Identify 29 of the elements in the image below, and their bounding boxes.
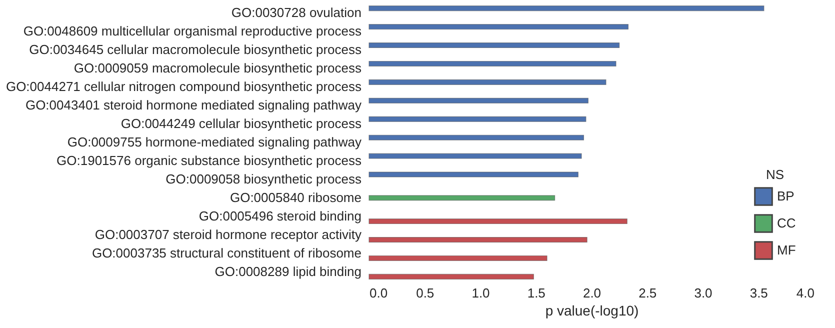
y-tick-label: GO:0030728 ovulation xyxy=(231,5,362,20)
legend-title: NS xyxy=(766,167,784,182)
y-tick-label: GO:0044271 cellular nitrogen compound biosynthetic process xyxy=(6,79,362,94)
y-tick-label: GO:0009059 macromolecule biosynthetic process xyxy=(74,60,362,76)
y-tick-label: GO:0044249 cellular biosynthetic process xyxy=(120,116,362,132)
legend-label: CC xyxy=(777,216,796,230)
x-tick-label: 3.0 xyxy=(694,286,712,300)
legend-label: MF xyxy=(777,242,796,258)
x-tick-label: 1.0 xyxy=(472,286,490,300)
x-tick-label: 1.5 xyxy=(527,286,546,300)
legend-label: BP xyxy=(777,188,794,204)
y-tick-label: GO:0005840 ribosome xyxy=(230,190,362,205)
y-tick-label: GO:0009058 biosynthetic process xyxy=(166,171,362,186)
x-tick-label: 2.5 xyxy=(638,286,657,300)
x-tick-label: 0.0 xyxy=(370,286,388,300)
y-tick-label: GO:0034645 cellular macromolecule biosynthetic process xyxy=(29,42,362,58)
y-tick-label: GO:0048609 multicellular organismal reproductive process xyxy=(23,24,362,39)
y-tick-label: GO:0005496 steroid binding xyxy=(198,208,362,224)
y-tick-label: GO:1901576 organic substance biosynthetic process xyxy=(56,152,362,168)
y-tick-label: GO:0043401 steroid hormone mediated signaling pathway xyxy=(25,98,362,113)
x-axis-title: p value(-log10) xyxy=(545,302,639,318)
y-tick-label: GO:0008289 lipid binding xyxy=(214,264,362,279)
y-tick-label: GO:0003735 structural constituent of ribosome xyxy=(92,245,362,260)
y-tick-label: GO:0009755 hormone-mediated signaling pathway xyxy=(67,134,362,150)
x-tick-label: 2.0 xyxy=(582,286,602,300)
x-tick-label: 3.5 xyxy=(750,286,768,300)
x-tick-label: 4.0 xyxy=(796,286,814,300)
y-tick-label: GO:0003707 steroid hormone receptor activity xyxy=(94,226,362,242)
x-tick-label: 0.5 xyxy=(416,286,434,300)
